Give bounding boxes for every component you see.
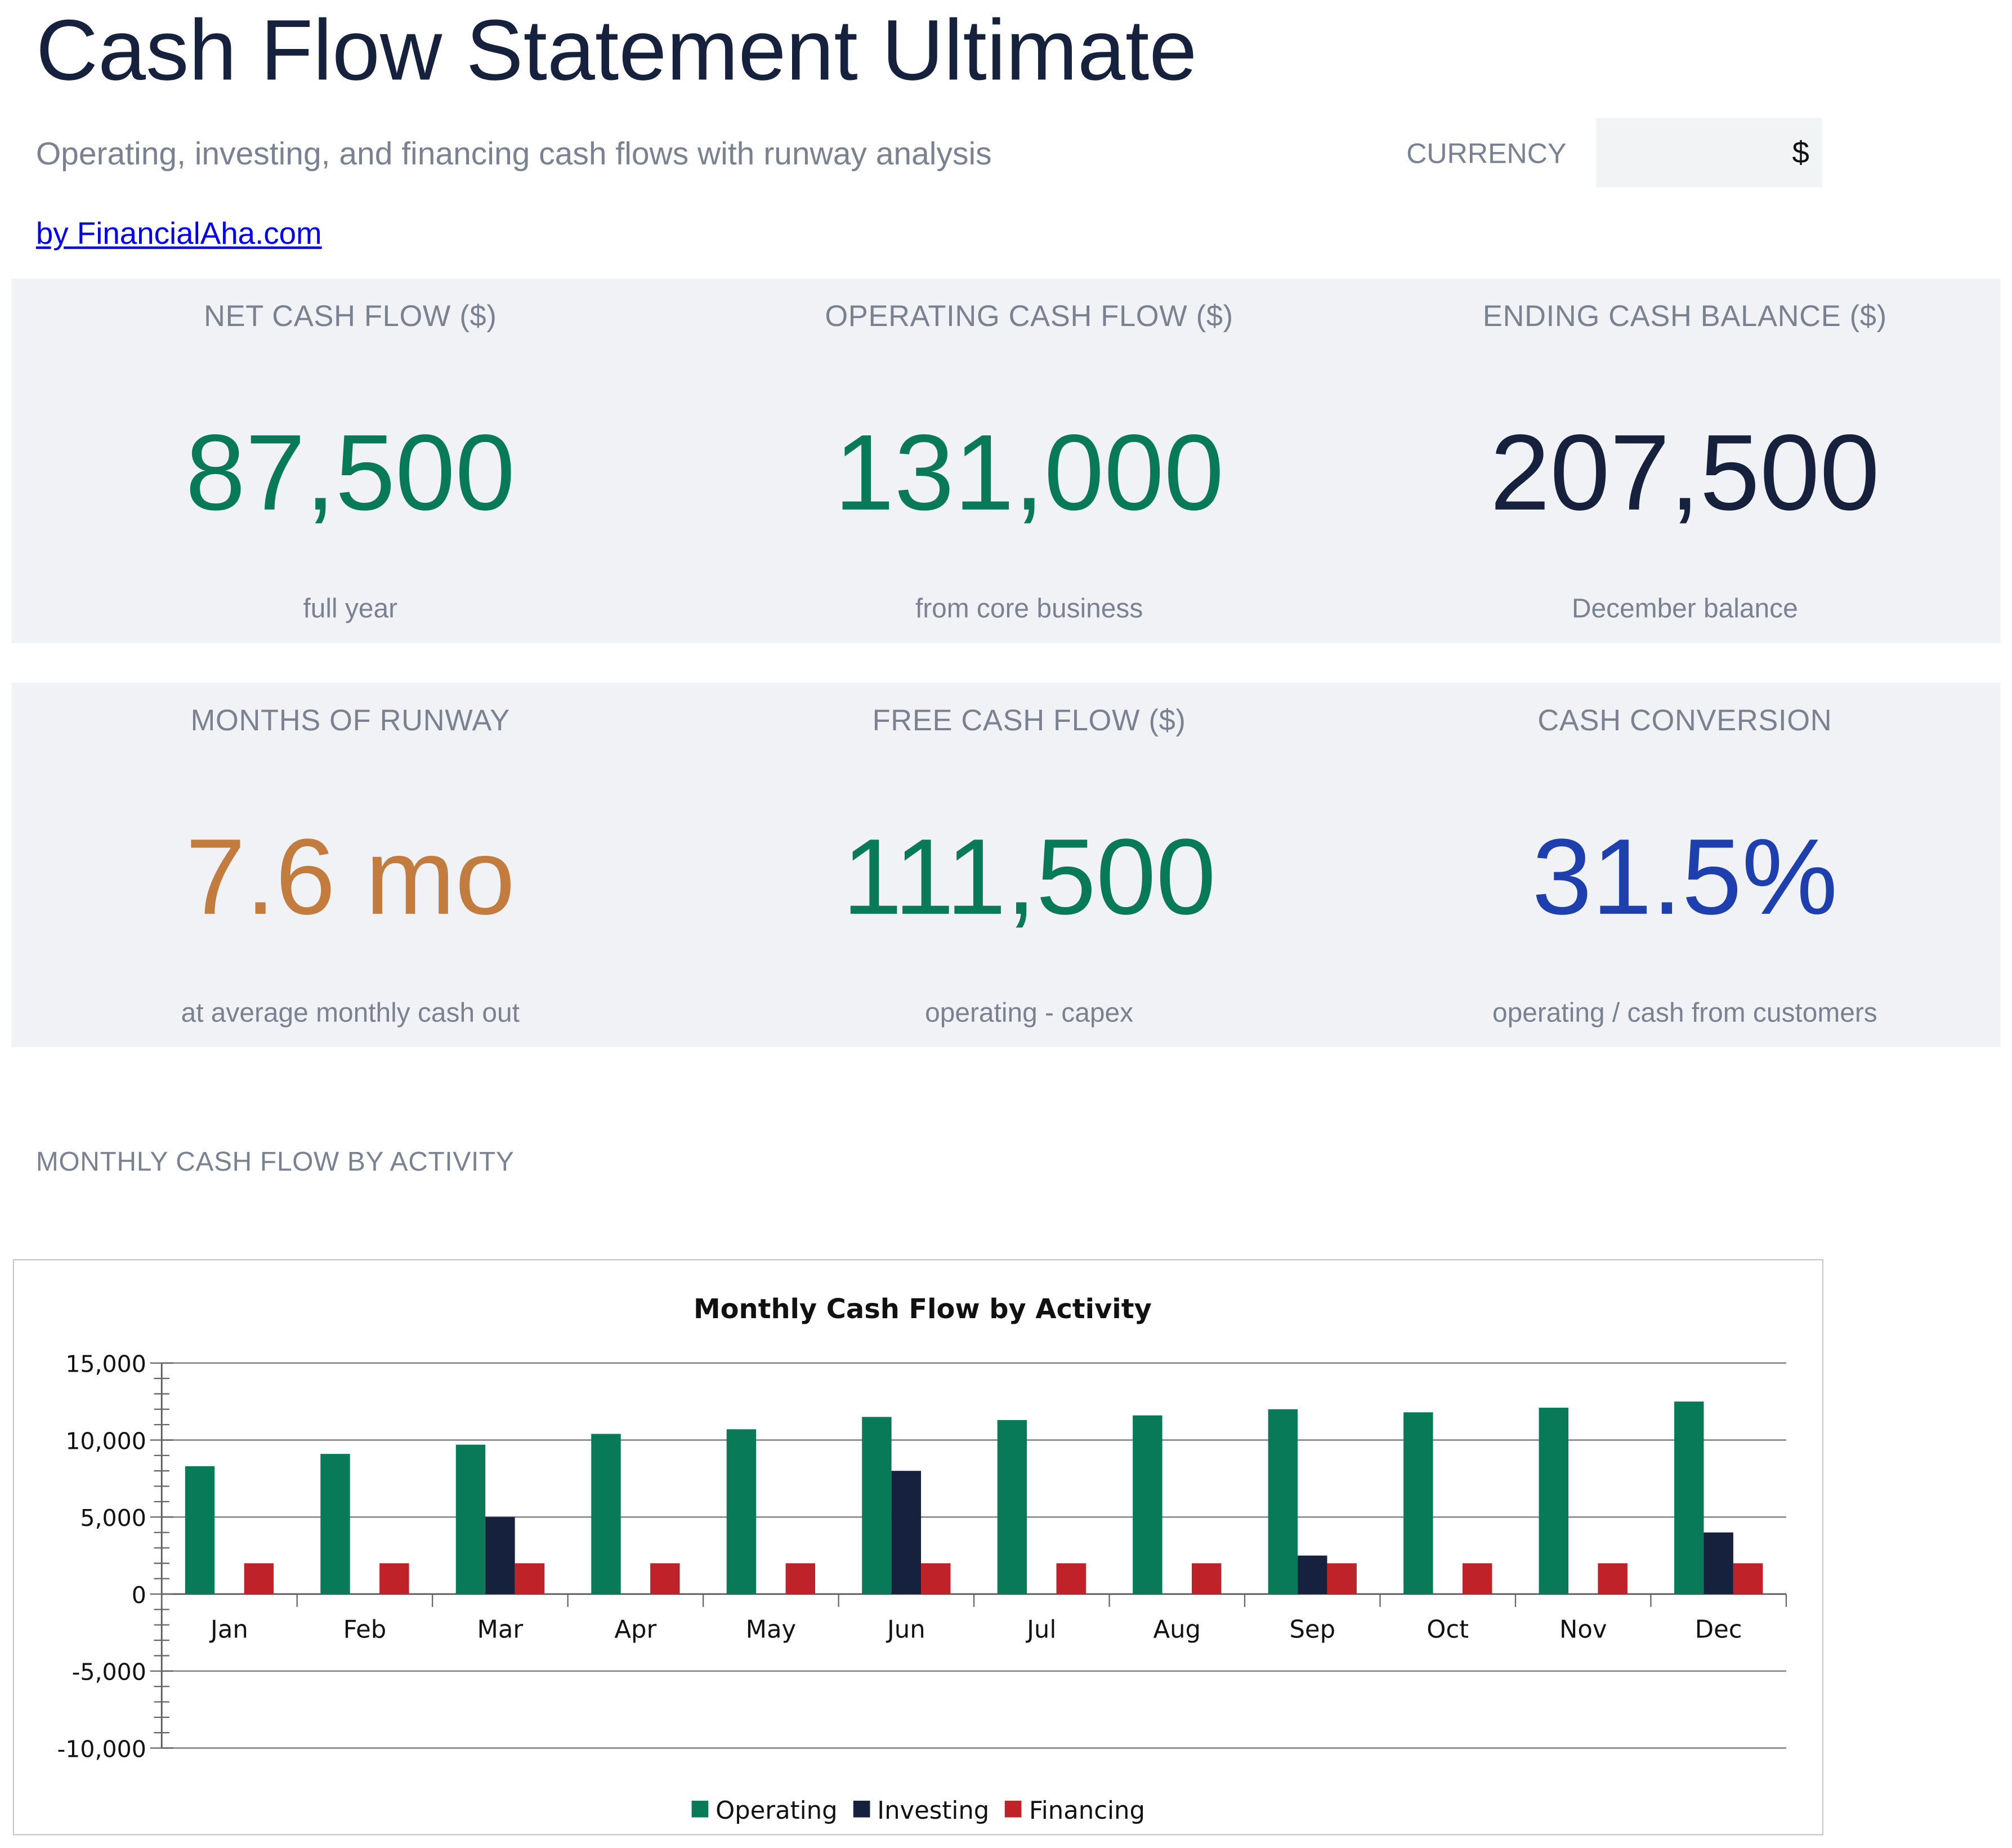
kpi-caption: at average monthly cash out — [181, 998, 520, 1028]
bar-investing-dec — [1704, 1532, 1733, 1595]
y-tick-label: -5,000 — [72, 1659, 146, 1686]
y-tick-label: 5,000 — [80, 1505, 146, 1532]
kpi-cash-conversion: CASH CONVERSION 31.5% operating / cash f… — [1369, 683, 2000, 1047]
byline-link[interactable]: by FinancialAha.com — [35, 217, 322, 252]
x-tick-label: Aug — [1153, 1616, 1201, 1644]
bar-financing-mar — [515, 1563, 545, 1595]
y-tick-label: -10,000 — [57, 1735, 146, 1762]
x-tick-label: Feb — [343, 1616, 387, 1644]
bar-financing-feb — [379, 1563, 409, 1595]
bar-financing-dec — [1733, 1563, 1763, 1595]
chart-legend: Operating Investing Financing — [14, 1797, 1822, 1825]
kpi-value: 31.5% — [1532, 816, 1838, 937]
bar-operating-may — [726, 1429, 757, 1595]
kpi-operating-cash-flow: OPERATING CASH FLOW ($) 131,000 from cor… — [689, 279, 1369, 643]
y-tick-label: 0 — [132, 1582, 146, 1609]
legend-label: Financing — [1029, 1797, 1146, 1825]
y-tick-label: 15,000 — [65, 1351, 146, 1378]
bar-financing-jan — [244, 1563, 274, 1595]
legend-swatch — [691, 1800, 708, 1818]
bar-operating-mar — [455, 1444, 486, 1595]
bar-financing-oct — [1462, 1563, 1492, 1595]
chart-container: Monthly Cash Flow by Activity 15,000 10,00… — [12, 1259, 1824, 1836]
legend-label: Operating — [716, 1797, 838, 1825]
kpi-label: MONTHS OF RUNWAY — [190, 703, 510, 737]
currency-label: CURRENCY — [1406, 137, 1567, 169]
bar-investing-jun — [891, 1471, 922, 1595]
legend-item-investing: Investing — [852, 1797, 990, 1825]
kpi-value: 111,500 — [842, 816, 1216, 937]
kpi-months-of-runway: MONTHS OF RUNWAY 7.6 mo at average month… — [12, 683, 690, 1047]
bar-financing-aug — [1191, 1563, 1222, 1595]
kpi-caption: from core business — [915, 594, 1143, 624]
legend-label: Investing — [877, 1797, 990, 1825]
bar-financing-jun — [921, 1563, 951, 1595]
bar-operating-dec — [1674, 1401, 1704, 1595]
kpi-ending-cash-balance: ENDING CASH BALANCE ($) 207,500 December… — [1369, 279, 2000, 643]
bar-operating-nov — [1539, 1408, 1568, 1595]
y-tick-label: 10,000 — [65, 1427, 146, 1454]
kpi-label: CASH CONVERSION — [1537, 703, 1832, 737]
x-tick-label: Dec — [1695, 1616, 1742, 1644]
bar-financing-jul — [1056, 1563, 1086, 1595]
bar-operating-oct — [1403, 1412, 1433, 1595]
page-subtitle: Operating, investing, and financing cash… — [35, 136, 992, 172]
x-tick-label: Jun — [886, 1616, 925, 1644]
currency-value: $ — [1792, 136, 1809, 171]
bar-financing-apr — [650, 1563, 680, 1595]
page-title: Cash Flow Statement Ultimate — [35, 2, 1197, 99]
kpi-label: NET CASH FLOW ($) — [204, 299, 497, 333]
bar-financing-may — [785, 1563, 815, 1595]
bar-investing-sep — [1298, 1555, 1327, 1595]
legend-item-financing: Financing — [1004, 1797, 1146, 1825]
bar-operating-feb — [320, 1454, 350, 1595]
kpi-value: 207,500 — [1490, 412, 1880, 533]
kpi-row-secondary: MONTHS OF RUNWAY 7.6 mo at average month… — [11, 682, 2001, 1047]
x-tick-label: Mar — [477, 1616, 524, 1644]
x-tick-label: Jan — [209, 1616, 248, 1644]
bar-operating-jun — [862, 1417, 892, 1595]
bar-operating-jan — [185, 1466, 215, 1595]
bar-operating-sep — [1268, 1409, 1298, 1595]
kpi-caption: operating / cash from customers — [1492, 998, 1877, 1028]
bar-operating-jul — [997, 1420, 1027, 1595]
kpi-label: OPERATING CASH FLOW ($) — [825, 299, 1233, 333]
x-tick-label: Apr — [614, 1616, 656, 1644]
x-tick-label: Oct — [1427, 1616, 1469, 1644]
kpi-value: 87,500 — [185, 412, 516, 533]
bar-financing-sep — [1327, 1563, 1357, 1595]
kpi-caption: December balance — [1571, 594, 1798, 624]
legend-item-operating: Operating — [691, 1797, 838, 1825]
x-tick-label: May — [746, 1616, 797, 1644]
kpi-caption: full year — [303, 594, 398, 624]
bar-investing-mar — [485, 1517, 515, 1595]
currency-input[interactable]: $ — [1596, 118, 1822, 188]
bar-financing-nov — [1598, 1563, 1628, 1595]
kpi-label: ENDING CASH BALANCE ($) — [1482, 299, 1887, 333]
chart-title: Monthly Cash Flow by Activity — [694, 1294, 1152, 1325]
bar-operating-aug — [1133, 1415, 1163, 1595]
legend-swatch — [1004, 1800, 1022, 1818]
kpi-net-cash-flow: NET CASH FLOW ($) 87,500 full year — [12, 279, 690, 643]
cash-flow-bar-chart: Monthly Cash Flow by Activity 15,000 10,00… — [57, 1294, 1787, 1762]
x-tick-label: Sep — [1289, 1616, 1335, 1644]
bar-operating-apr — [591, 1434, 621, 1595]
kpi-free-cash-flow: FREE CASH FLOW ($) 111,500 operating - c… — [689, 683, 1369, 1047]
x-tick-label: Jul — [1025, 1616, 1056, 1644]
kpi-label: FREE CASH FLOW ($) — [872, 703, 1186, 737]
legend-swatch — [852, 1800, 870, 1818]
kpi-value: 131,000 — [834, 412, 1224, 533]
section-title: MONTHLY CASH FLOW BY ACTIVITY — [35, 1147, 515, 1177]
kpi-row-primary: NET CASH FLOW ($) 87,500 full year OPERA… — [11, 278, 2001, 643]
kpi-value: 7.6 mo — [185, 816, 515, 937]
x-tick-label: Nov — [1559, 1616, 1607, 1644]
kpi-caption: operating - capex — [925, 998, 1134, 1028]
